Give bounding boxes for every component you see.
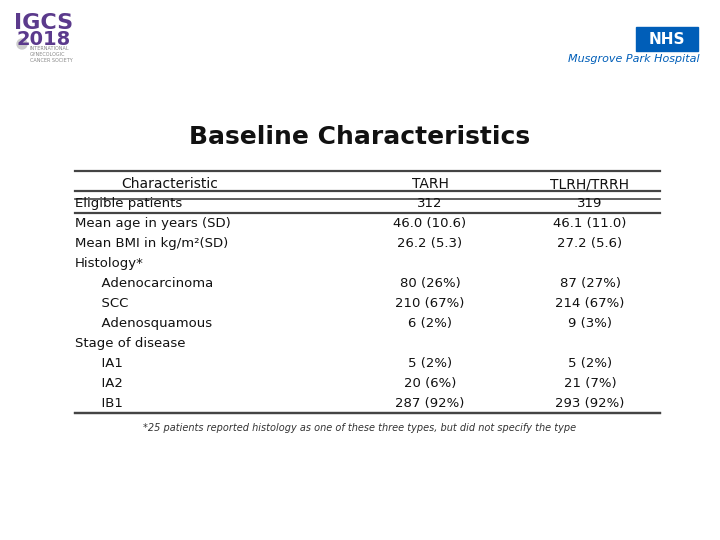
Text: IB1: IB1 [93,397,123,410]
Text: TLRH/TRRH: TLRH/TRRH [551,177,629,191]
Text: 21 (7%): 21 (7%) [564,377,616,390]
Text: Stage of disease: Stage of disease [75,337,186,350]
Text: 214 (67%): 214 (67%) [555,297,625,310]
Text: 20 (6%): 20 (6%) [404,377,456,390]
Text: 46.1 (11.0): 46.1 (11.0) [553,217,626,230]
Text: Mean age in years (SD): Mean age in years (SD) [75,217,230,230]
Text: 5 (2%): 5 (2%) [408,357,452,370]
Text: Musgrove Park Hospital: Musgrove Park Hospital [568,54,700,64]
Text: Eligible patients: Eligible patients [75,197,182,210]
Text: Adenocarcinoma: Adenocarcinoma [93,277,213,290]
Text: 27.2 (5.6): 27.2 (5.6) [557,237,623,250]
Text: Characteristic: Characteristic [122,177,218,191]
Text: 26.2 (5.3): 26.2 (5.3) [397,237,462,250]
Text: 80 (26%): 80 (26%) [400,277,460,290]
Text: Adenosquamous: Adenosquamous [93,317,212,330]
Text: 312: 312 [418,197,443,210]
Text: IA1: IA1 [93,357,123,370]
Text: 287 (92%): 287 (92%) [395,397,464,410]
Text: INTERNATIONAL
GYNECOLOGIC
CANCER SOCIETY: INTERNATIONAL GYNECOLOGIC CANCER SOCIETY [30,46,73,63]
Text: NHS: NHS [649,31,685,46]
Text: 6 (2%): 6 (2%) [408,317,452,330]
Circle shape [17,39,27,49]
Text: 87 (27%): 87 (27%) [559,277,621,290]
Text: IA2: IA2 [93,377,123,390]
Text: Histology*: Histology* [75,257,144,270]
Text: SCC: SCC [93,297,128,310]
Text: 9 (3%): 9 (3%) [568,317,612,330]
Text: 2018: 2018 [17,30,71,49]
Text: Baseline Characteristics: Baseline Characteristics [189,125,531,149]
Text: *25 patients reported histology as one of these three types, but did not specify: *25 patients reported histology as one o… [143,423,577,433]
Text: Mean BMI in kg/m²(SD): Mean BMI in kg/m²(SD) [75,237,228,250]
Text: 319: 319 [577,197,603,210]
Text: 5 (2%): 5 (2%) [568,357,612,370]
Text: TARH: TARH [412,177,449,191]
Text: 46.0 (10.6): 46.0 (10.6) [393,217,467,230]
Text: 210 (67%): 210 (67%) [395,297,464,310]
Text: 293 (92%): 293 (92%) [555,397,625,410]
Bar [636,27,698,51]
Text: IGCS: IGCS [14,13,73,33]
